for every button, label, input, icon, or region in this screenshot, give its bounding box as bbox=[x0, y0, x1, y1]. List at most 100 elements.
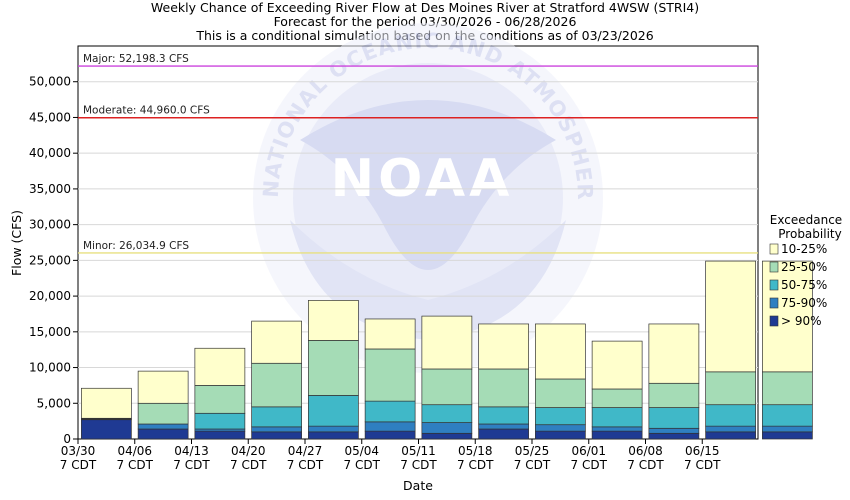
bar-segment bbox=[194, 385, 246, 414]
x-axis-label: Date bbox=[403, 478, 433, 493]
bar-segment bbox=[251, 426, 302, 433]
bar-stack bbox=[194, 347, 246, 440]
bar-segment bbox=[478, 323, 529, 370]
x-tick-label: 05/04 bbox=[344, 444, 379, 458]
bar-segment bbox=[648, 323, 700, 384]
bar-segment bbox=[308, 300, 359, 341]
bar-segment bbox=[705, 404, 756, 427]
bar-segment bbox=[308, 340, 359, 396]
bar-segment bbox=[648, 407, 700, 429]
bar-segment bbox=[478, 368, 529, 408]
legend-label: 25-50% bbox=[781, 260, 827, 274]
bar-segment bbox=[251, 406, 302, 428]
gridlines bbox=[78, 81, 758, 404]
x-tick-label: 03/30 bbox=[61, 444, 96, 458]
reference-line-label: Moderate: 44,960.0 CFS bbox=[83, 105, 210, 117]
x-tick-label: 04/13 bbox=[174, 444, 209, 458]
bar-segment bbox=[194, 347, 246, 386]
chart-title-line1: Weekly Chance of Exceeding River Flow at… bbox=[151, 0, 699, 15]
watermark-logo-text: NOAA bbox=[331, 149, 514, 209]
bar-segment bbox=[705, 431, 756, 440]
bar-stack bbox=[478, 323, 529, 440]
bar-segment bbox=[194, 412, 246, 430]
x-tick-sublabel: 7 CDT bbox=[684, 458, 721, 472]
bar-segment bbox=[308, 425, 359, 433]
x-tick-sublabel: 7 CDT bbox=[287, 458, 324, 472]
legend-swatch bbox=[769, 261, 779, 273]
bar-segment bbox=[535, 407, 586, 426]
x-tick-sublabel: 7 CDT bbox=[514, 458, 551, 472]
bar-stack bbox=[308, 300, 359, 440]
y-tick-label: 0 bbox=[63, 432, 71, 446]
y-tick-label: 40,000 bbox=[29, 146, 71, 160]
x-tick-label: 06/01 bbox=[571, 444, 606, 458]
x-tick-label: 05/25 bbox=[515, 444, 550, 458]
bar-segment bbox=[478, 406, 529, 425]
y-axis-label: Flow (CFS) bbox=[9, 210, 24, 276]
y-axis: 0 5,000 10,000 15,000 20,000 25,000 30,000 35,0… bbox=[29, 75, 78, 446]
x-tick-sublabel: 7 CDT bbox=[230, 458, 267, 472]
reference-lines: Major: 52,198.3 CFS Moderate: 44,960.0 CF… bbox=[78, 53, 758, 254]
bar-segment bbox=[364, 400, 416, 423]
bar-segment bbox=[591, 407, 643, 428]
bar-stack bbox=[81, 387, 132, 440]
legend-label: 50-75% bbox=[781, 278, 827, 292]
bar-stack bbox=[421, 315, 473, 440]
bar-segment bbox=[648, 382, 700, 408]
bar-stack bbox=[535, 323, 586, 440]
legend-swatch bbox=[769, 297, 779, 309]
bar-segment bbox=[705, 371, 756, 406]
x-tick-label: 04/20 bbox=[231, 444, 266, 458]
bar-segment bbox=[194, 430, 246, 440]
x-tick-sublabel: 7 CDT bbox=[344, 458, 381, 472]
bar-segment bbox=[81, 419, 132, 440]
bar-segment bbox=[364, 318, 416, 350]
chart-title-line2: Forecast for the period 03/30/2026 - 06/… bbox=[274, 14, 577, 29]
legend-title-line2: Probability bbox=[778, 227, 841, 241]
legend-swatch bbox=[769, 243, 779, 255]
x-tick-label: 04/06 bbox=[117, 444, 152, 458]
bar-segment bbox=[308, 431, 359, 440]
y-tick-label: 20,000 bbox=[29, 289, 71, 303]
bar-segment bbox=[421, 315, 473, 370]
bar-segment bbox=[137, 402, 189, 425]
x-tick-label: 06/08 bbox=[628, 444, 663, 458]
y-tick-label: 45,000 bbox=[29, 110, 71, 124]
bar-segment bbox=[535, 430, 586, 440]
y-tick-label: 50,000 bbox=[29, 75, 71, 89]
bar-segment bbox=[251, 362, 302, 408]
bar-segment bbox=[421, 404, 473, 423]
legend: 10-25% 25-50% 50-75% 75-90% > 90% bbox=[769, 242, 827, 328]
bar-segment bbox=[535, 424, 586, 432]
bar-stack bbox=[251, 320, 302, 440]
bar-segment bbox=[591, 430, 643, 440]
bar-segment bbox=[364, 348, 416, 402]
bar-segment bbox=[251, 431, 302, 440]
bar-segment bbox=[762, 425, 813, 433]
bar-segment bbox=[648, 432, 700, 440]
x-tick-sublabel: 7 CDT bbox=[571, 458, 608, 472]
bar-segment bbox=[762, 371, 813, 406]
bar-segment bbox=[137, 370, 189, 404]
x-tick-label: 05/18 bbox=[458, 444, 493, 458]
bar-segment bbox=[478, 428, 529, 440]
bar-segment bbox=[251, 320, 302, 364]
x-tick-label: 05/11 bbox=[401, 444, 436, 458]
bar-segment bbox=[705, 260, 756, 373]
bars bbox=[81, 260, 813, 440]
legend-swatch bbox=[769, 315, 779, 327]
x-tick-sublabel: 7 CDT bbox=[60, 458, 97, 472]
bar-segment bbox=[648, 427, 700, 434]
bar-segment bbox=[421, 432, 473, 440]
bar-segment bbox=[591, 426, 643, 432]
bar-segment bbox=[421, 422, 473, 434]
bar-stack bbox=[137, 370, 189, 440]
y-tick-label: 5,000 bbox=[37, 396, 71, 410]
bar-segment bbox=[137, 428, 189, 440]
x-tick-sublabel: 7 CDT bbox=[627, 458, 664, 472]
bar-segment bbox=[364, 421, 416, 432]
x-tick-sublabel: 7 CDT bbox=[457, 458, 494, 472]
bar-segment bbox=[81, 387, 132, 419]
bar-segment bbox=[762, 404, 813, 427]
